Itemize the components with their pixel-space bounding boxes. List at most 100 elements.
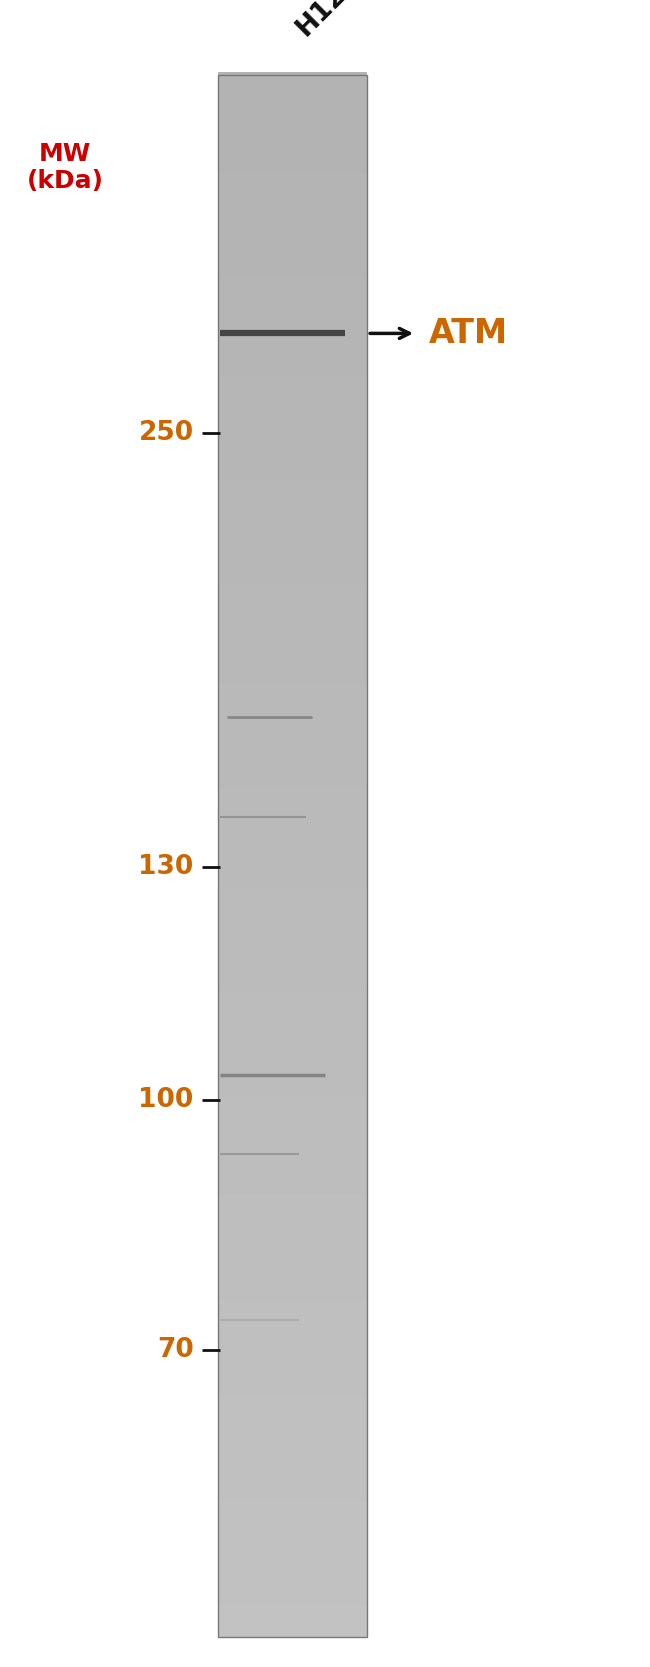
Bar [218, 165, 367, 173]
Bar [218, 1077, 367, 1085]
Bar [218, 432, 367, 440]
Bar [218, 962, 367, 970]
Bar [218, 1629, 367, 1637]
Bar [218, 1155, 367, 1164]
Bar [218, 1509, 367, 1517]
Bar [218, 869, 367, 877]
Bar [218, 999, 367, 1007]
Bar [218, 1092, 367, 1100]
Bar [218, 1519, 367, 1527]
Bar [218, 555, 367, 565]
Bar [218, 817, 367, 825]
Bar [218, 827, 367, 835]
Bar [218, 884, 367, 892]
Bar [218, 1332, 367, 1340]
Bar [218, 223, 367, 232]
Bar [218, 743, 367, 752]
Bar [218, 265, 367, 273]
Bar [218, 655, 367, 663]
Bar [218, 1014, 367, 1022]
Bar [218, 989, 367, 997]
Bar [218, 753, 367, 762]
Bar [218, 577, 367, 585]
Bar [218, 1514, 367, 1522]
Bar [218, 854, 367, 862]
Bar [218, 1227, 367, 1237]
Bar [218, 795, 367, 803]
Bar [218, 400, 367, 408]
Bar [218, 197, 367, 205]
Bar [218, 1530, 367, 1539]
Bar [218, 1602, 367, 1610]
Bar [218, 920, 367, 929]
Text: 70: 70 [157, 1337, 194, 1364]
Bar [218, 670, 367, 678]
Bar [218, 368, 367, 377]
Bar [218, 332, 367, 340]
Bar [218, 1607, 367, 1617]
Bar [218, 1305, 367, 1314]
Bar [218, 1072, 367, 1080]
Bar [218, 182, 367, 190]
Bar [218, 665, 367, 673]
Bar [218, 550, 367, 558]
Bar [218, 1150, 367, 1159]
Bar [218, 103, 367, 112]
Bar [218, 243, 367, 252]
Bar [218, 1477, 367, 1485]
Bar [218, 75, 367, 1637]
Bar [218, 800, 367, 808]
Bar [218, 253, 367, 262]
Bar [218, 520, 367, 528]
Bar [218, 1217, 367, 1225]
Bar [218, 1030, 367, 1039]
Bar [218, 425, 367, 435]
Bar [218, 1327, 367, 1335]
Bar [218, 638, 367, 648]
Bar [218, 467, 367, 475]
Bar [218, 613, 367, 622]
Bar [218, 337, 367, 345]
Bar [218, 1555, 367, 1564]
Bar [218, 1097, 367, 1105]
Bar [218, 837, 367, 845]
Bar [218, 1185, 367, 1195]
Bar [218, 1430, 367, 1439]
Bar [218, 1420, 367, 1429]
Bar [218, 1550, 367, 1559]
Bar [218, 77, 367, 85]
Bar [218, 1457, 367, 1465]
Bar [218, 493, 367, 502]
Bar [218, 1405, 367, 1414]
Bar [218, 1035, 367, 1044]
Bar [218, 383, 367, 393]
Bar [218, 462, 367, 470]
Bar [218, 775, 367, 783]
Bar [218, 728, 367, 737]
Bar [218, 748, 367, 757]
Bar [218, 363, 367, 372]
Bar [218, 1009, 367, 1017]
Bar [218, 1489, 367, 1497]
Bar [218, 1197, 367, 1205]
Bar [218, 567, 367, 575]
Bar [218, 123, 367, 132]
Bar [218, 1384, 367, 1392]
Bar [218, 984, 367, 992]
Bar [218, 790, 367, 798]
Bar [218, 503, 367, 512]
Bar [218, 572, 367, 580]
Bar [218, 628, 367, 637]
Bar [218, 415, 367, 423]
Bar [218, 952, 367, 960]
Text: 250: 250 [138, 420, 194, 447]
Bar [218, 1624, 367, 1632]
Bar [218, 187, 367, 195]
Bar [218, 633, 367, 642]
Bar [218, 145, 367, 153]
Bar [218, 170, 367, 178]
Bar [218, 1410, 367, 1419]
Bar [218, 1269, 367, 1277]
Bar [218, 452, 367, 460]
Bar [218, 717, 367, 725]
